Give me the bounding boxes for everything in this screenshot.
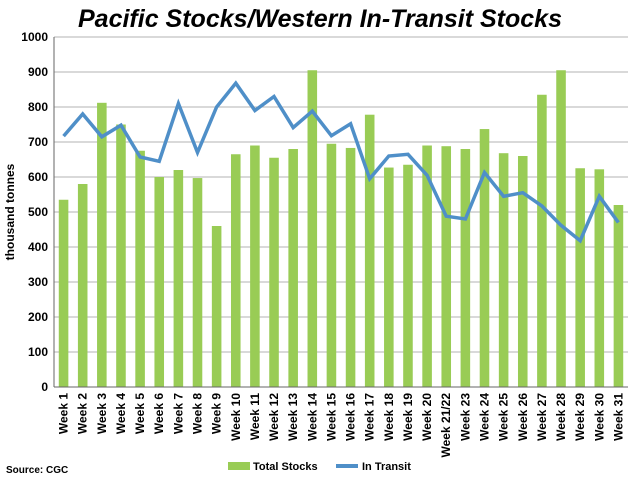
legend-label-total-stocks: Total Stocks <box>253 461 318 473</box>
x-tick-label: Week 18 <box>382 393 396 441</box>
bar-total-stocks <box>384 167 394 387</box>
x-tick-label: Week 23 <box>458 393 472 441</box>
x-tick-label: Week 4 <box>114 393 128 434</box>
bar-total-stocks <box>556 70 566 387</box>
bar-total-stocks <box>613 205 624 387</box>
bar-total-stocks <box>460 149 471 387</box>
x-tick-label: Week 16 <box>344 393 358 441</box>
x-tick-label: Week 21/22 <box>439 393 453 458</box>
x-tick-label: Week 13 <box>286 393 300 441</box>
y-tick-label: 700 <box>28 135 48 149</box>
y-tick-labels: 0 100 200 300 400 500 600 700 800 900 1000 <box>21 30 48 394</box>
bar-total-stocks <box>422 145 432 387</box>
bar-total-stocks <box>269 157 279 387</box>
bar-total-stocks <box>441 146 452 387</box>
y-tick-label: 400 <box>28 240 48 254</box>
series-line-in-transit <box>62 80 620 244</box>
x-tick-labels: Week 1 Week 2 Week 3 Week 4 Week 5 Week 6 Week… <box>57 393 626 458</box>
y-tick-label: 100 <box>28 345 48 359</box>
bar-total-stocks <box>192 178 203 387</box>
bar-total-stocks <box>345 147 356 387</box>
bar-total-stocks <box>326 143 337 387</box>
y-tick-label: 500 <box>28 205 48 219</box>
x-tick-label: Week 12 <box>267 393 281 441</box>
x-tick-label: Week 24 <box>478 393 492 441</box>
bar-total-stocks <box>154 177 165 387</box>
y-tick-label: 300 <box>28 275 48 289</box>
bar-total-stocks <box>116 124 126 387</box>
x-tick-label: Week 26 <box>516 393 530 441</box>
grid-lines <box>54 36 628 353</box>
line-in-transit <box>62 80 620 244</box>
bars-total-stocks <box>58 70 624 388</box>
x-tick-label: Week 9 <box>210 393 224 434</box>
y-tick-label: 0 <box>41 380 48 394</box>
x-tick-label: Week 28 <box>554 393 568 441</box>
bar-total-stocks <box>479 129 490 388</box>
x-tick-label: Week 17 <box>363 393 377 441</box>
legend: Total Stocks In Transit <box>228 461 411 473</box>
bar-total-stocks <box>403 164 413 387</box>
bar-total-stocks <box>517 156 528 387</box>
bar-total-stocks <box>307 70 318 387</box>
x-tick-label: Week 7 <box>171 393 185 434</box>
x-tick-label: Week 5 <box>133 393 147 434</box>
x-tick-label: Week 3 <box>95 393 109 434</box>
y-tick-label: 200 <box>28 310 48 324</box>
x-tick-label: Week 25 <box>497 393 511 441</box>
x-tick-label: Week 14 <box>305 393 319 441</box>
bar-total-stocks <box>97 102 107 388</box>
chart-title: Pacific Stocks/Western In-Transit Stocks <box>78 5 562 33</box>
bar-total-stocks <box>230 154 241 387</box>
y-tick-label: 1000 <box>21 30 48 44</box>
bar-total-stocks <box>498 153 509 387</box>
x-tick-label: Week 15 <box>324 393 338 441</box>
y-tick-label: 800 <box>28 100 48 114</box>
legend-label-in-transit: In Transit <box>362 461 411 473</box>
x-tick-label: Week 11 <box>248 393 262 440</box>
bar-total-stocks <box>575 168 585 387</box>
bar-total-stocks <box>77 184 88 387</box>
bar-total-stocks <box>135 150 145 387</box>
y-axis-label: thousand tonnes <box>3 163 17 260</box>
legend-swatch-total-stocks <box>228 462 250 470</box>
bar-total-stocks <box>250 145 260 387</box>
x-tick-label: Week 20 <box>420 393 434 441</box>
bar-total-stocks <box>288 149 298 387</box>
x-tick-label: Week 1 <box>57 393 71 434</box>
x-tick-label: Week 30 <box>592 393 606 441</box>
x-tick-label: Week 31 <box>611 393 625 441</box>
y-tick-label: 900 <box>28 65 48 79</box>
x-tick-label: Week 19 <box>401 393 415 441</box>
bar-total-stocks <box>364 114 375 387</box>
x-tick-label: Week 8 <box>191 393 205 434</box>
bar-total-stocks <box>211 226 222 387</box>
x-tick-label: Week 6 <box>152 393 166 434</box>
bar-total-stocks <box>58 199 69 387</box>
x-tick-label: Week 2 <box>76 393 90 434</box>
y-tick-label: 600 <box>28 170 48 184</box>
x-tick-label: Week 27 <box>535 393 549 441</box>
bar-total-stocks <box>173 170 184 387</box>
bar-total-stocks <box>537 94 547 387</box>
bar-total-stocks <box>594 169 605 387</box>
axes <box>53 37 628 388</box>
x-tick-label: Week 10 <box>229 393 243 441</box>
source-note: Source: CGC <box>6 465 68 476</box>
x-tick-label: Week 29 <box>573 393 587 441</box>
